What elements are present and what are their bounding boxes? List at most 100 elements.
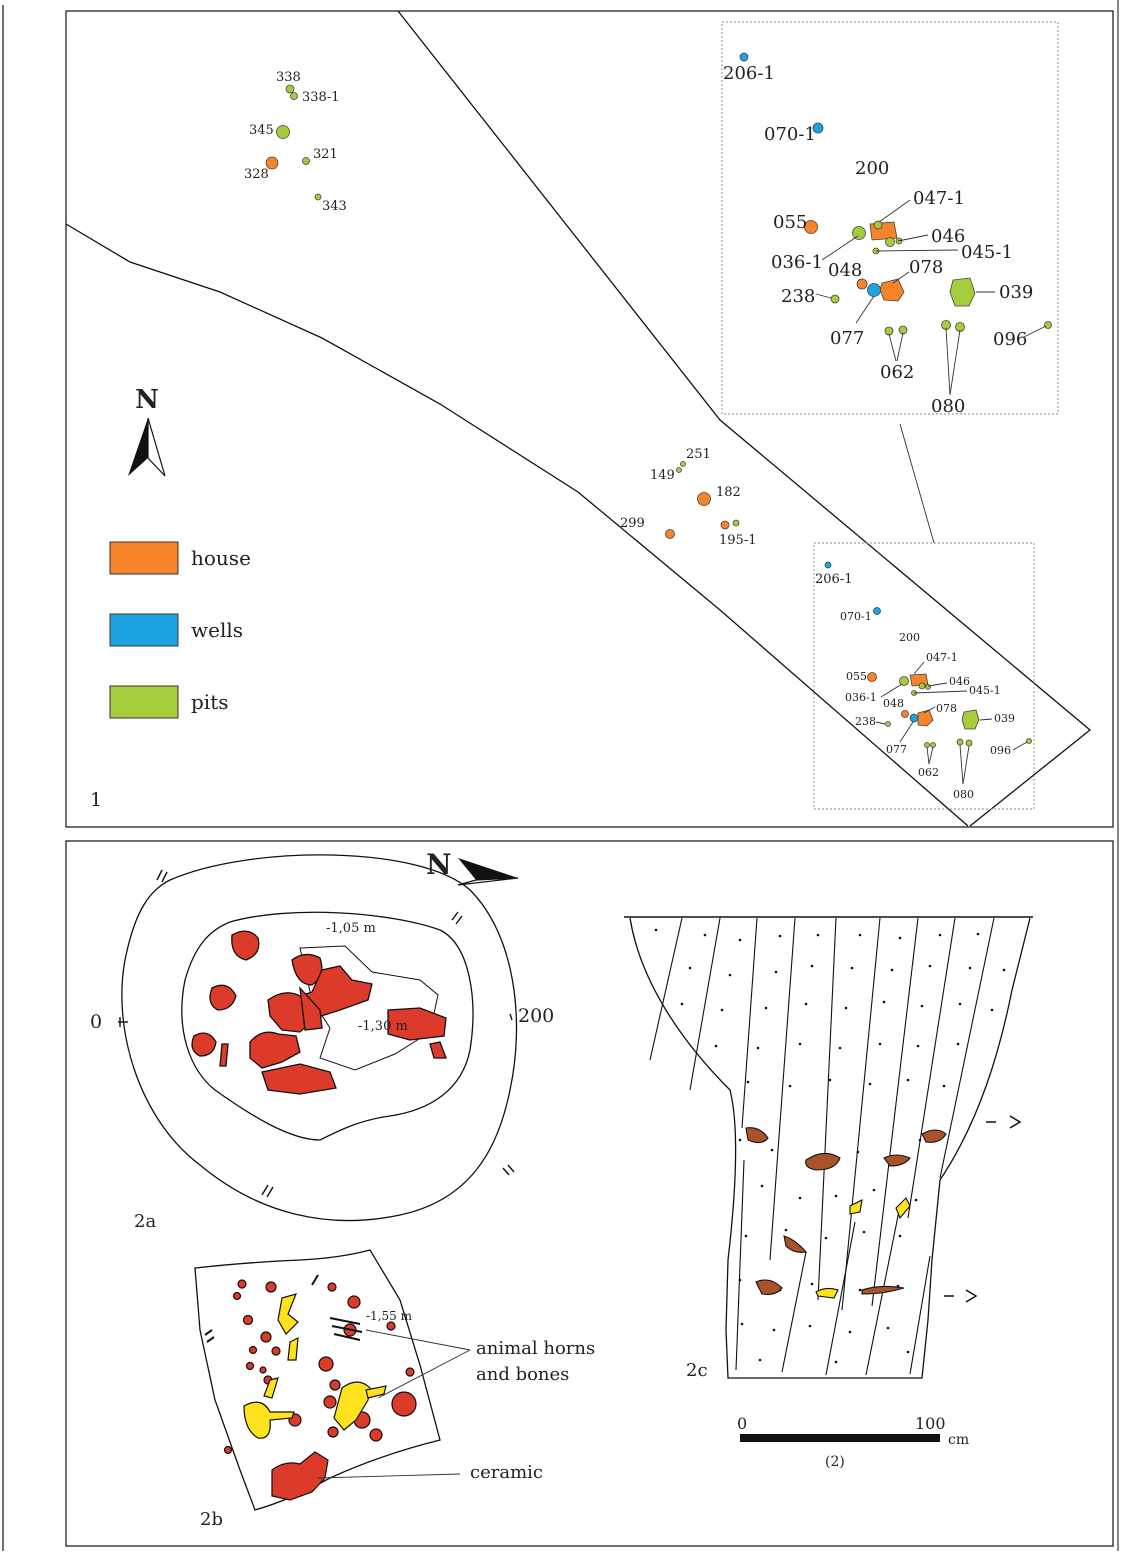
feature-label: 077: [886, 743, 907, 756]
ceramic-fragments: [191, 930, 447, 1095]
feature-label: 238: [781, 286, 815, 307]
legend-swatch-house: [109, 541, 179, 575]
feature-label: 080: [931, 396, 965, 417]
feature-label: 078: [936, 702, 957, 715]
depth-label: -1,55 m: [366, 1309, 413, 1323]
note-ceramic: ceramic: [470, 1462, 543, 1483]
pit-outer-outline: [121, 854, 518, 1222]
feature-label: 200: [899, 631, 920, 644]
feature-label: 047-1: [913, 188, 965, 209]
feature-label: 299: [620, 516, 645, 531]
legend-swatch-wells: [109, 613, 179, 647]
feature-label: 096: [990, 744, 1011, 757]
scale-label-end: 100: [915, 1414, 946, 1433]
panel-label-2a: 2a: [134, 1211, 156, 1232]
feature-label: 206-1: [815, 572, 852, 587]
feature-label: 046: [931, 226, 965, 247]
feature-label: 046: [949, 675, 970, 688]
panel-1-number: 1: [90, 789, 102, 811]
feature-label: 039: [994, 712, 1015, 725]
feature-label: 321: [313, 147, 338, 162]
trench-boundary-lower: [65, 223, 969, 827]
inset-connector: [899, 423, 935, 544]
feature-cluster-middle: 251 149 182 299 195-1: [620, 447, 756, 548]
feature-label: 045-1: [961, 242, 1013, 263]
feature-label: 328: [244, 167, 269, 182]
pit-inner-outline: [181, 911, 474, 1141]
feature-label: 036-1: [845, 691, 877, 704]
feature-label: 055: [846, 670, 867, 683]
finds-brown: [745, 1127, 947, 1295]
arrow-markers: [944, 1115, 1022, 1303]
layer-lines: [649, 917, 995, 1376]
feature-label: 195-1: [719, 533, 756, 548]
feature-label: 080: [953, 788, 974, 801]
ceramic-fragments: [223, 1279, 417, 1501]
pit-depression: [299, 945, 439, 1071]
sediment-dots: [654, 928, 1006, 1364]
legend-item-pits: pits: [109, 685, 229, 719]
feature-label: 077: [830, 328, 864, 349]
bone-strokes: [204, 1274, 363, 1343]
plan-2a: -1,05 m -1,30 m 0 200 2a: [90, 854, 554, 1232]
note-bones-line-2: and bones: [476, 1364, 569, 1385]
feature-label: 251: [686, 447, 711, 462]
feature-label: 238: [855, 715, 876, 728]
north-arrow-icon: N: [426, 848, 519, 886]
feature-label: 343: [322, 199, 347, 214]
feature-label: 078: [909, 257, 943, 278]
feature-label: 345: [249, 123, 274, 138]
feature-label: 206-1: [723, 63, 775, 84]
legend-label-pits: pits: [191, 690, 229, 714]
trench-boundary-upper: [397, 10, 1092, 827]
plan-2b: -1,55 m animal horns and bones ceramic 2…: [194, 1249, 595, 1530]
feature-cluster-left: 338 338-1 345 321 328 343: [244, 70, 347, 214]
feature-label: 062: [918, 766, 939, 779]
feature-label: 200: [855, 158, 889, 179]
panel-2-frame: [65, 840, 1114, 1547]
legend-item-wells: wells: [109, 613, 243, 647]
legend-label-wells: wells: [191, 618, 243, 642]
feature-label: 062: [880, 362, 914, 383]
legend: house wells pits: [109, 541, 251, 719]
north-arrow-icon: N: [128, 385, 166, 477]
feature-label: 096: [993, 329, 1027, 350]
depth-label: -1,05 m: [326, 921, 376, 936]
section-label-right: 200: [518, 1005, 554, 1027]
feature-label: 338-1: [302, 90, 339, 105]
feature-label: 149: [650, 468, 675, 483]
panel-1-site-plan: N house wells pits 1: [65, 10, 1114, 828]
inset-small: 206-1 070-1 200 047-1 055 046 036-1 045-…: [815, 561, 1032, 801]
legend-label-house: house: [191, 546, 251, 570]
depth-label: -1,30 m: [358, 1019, 408, 1034]
animal-bones: [243, 1293, 387, 1439]
hatch-marks: [118, 869, 515, 1198]
feature-label: 055: [773, 212, 807, 233]
panel-1-frame: [65, 10, 1114, 828]
legend-item-house: house: [109, 541, 251, 575]
feature-label: 048: [883, 697, 904, 710]
section-outline: [629, 917, 1031, 1379]
feature-label: 047-1: [926, 651, 958, 664]
feature-label: 182: [716, 485, 741, 500]
section-label-left: 0: [90, 1011, 102, 1033]
scale-label-start: 0: [737, 1414, 747, 1433]
feature-label: 338: [276, 70, 301, 85]
scale-unit: cm: [948, 1432, 969, 1448]
panel-label-2b: 2b: [200, 1509, 223, 1530]
note-bones-line-1: animal horns: [476, 1338, 595, 1359]
legend-swatch-pits: [109, 685, 179, 719]
finds-bone: [815, 1197, 911, 1299]
feature-label: 045-1: [969, 684, 1001, 697]
feature-label: 036-1: [771, 252, 823, 273]
scale-bar: 0 100 cm (2): [737, 1414, 969, 1470]
north-label: N: [135, 385, 159, 415]
inset-large: 206-1 070-1 200 047-1 055 046 036-1 045-…: [723, 52, 1052, 417]
panel-label-2c: 2c: [686, 1360, 708, 1381]
scale-reference: (2): [825, 1454, 845, 1470]
feature-label: 039: [999, 282, 1033, 303]
feature-label: 070-1: [840, 610, 872, 623]
feature-label: 070-1: [764, 124, 816, 145]
inset-frame-large: [721, 21, 1059, 415]
